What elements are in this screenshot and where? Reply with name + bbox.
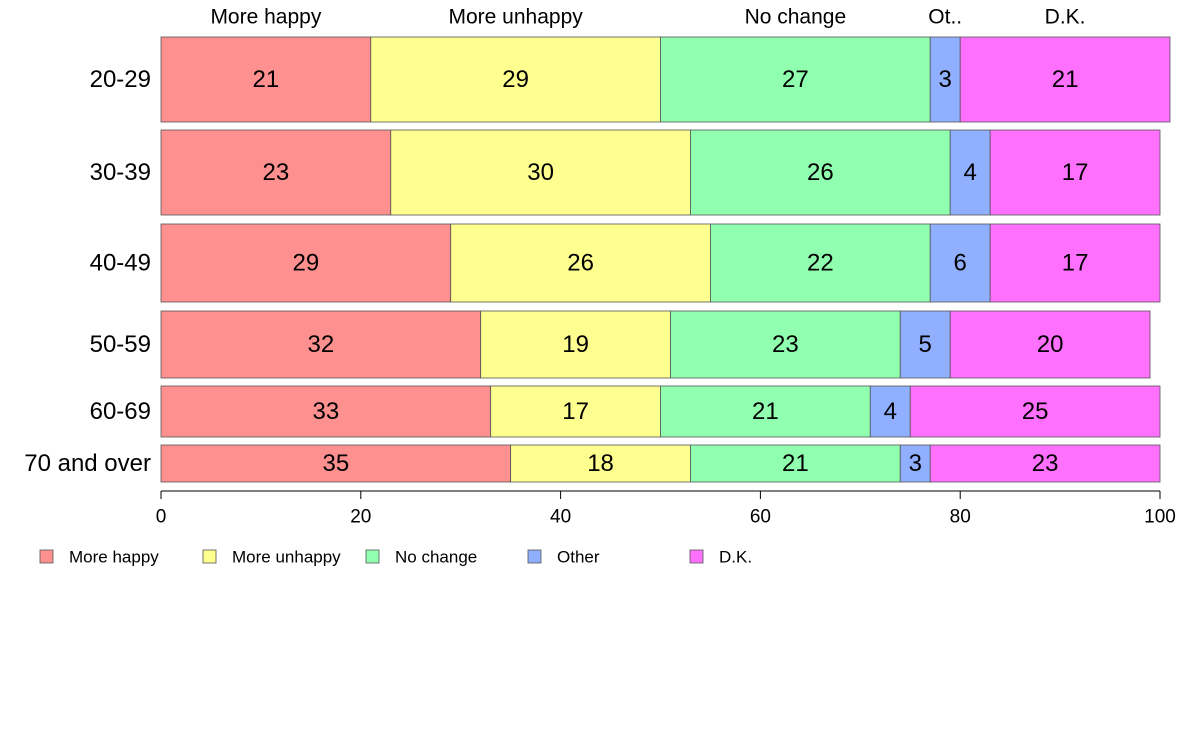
- bar-value-label: 17: [562, 398, 589, 425]
- bar-segment: [450, 223, 711, 303]
- bar-segment: [929, 223, 991, 303]
- bar-value-label: 26: [567, 250, 594, 277]
- bar-value-label: 4: [884, 398, 897, 425]
- x-axis: 0 20 40 60 80 100: [156, 490, 1176, 528]
- bar-value-label: 3: [939, 66, 952, 93]
- bar-value-label: 32: [307, 331, 334, 358]
- top-category-label: Ot..: [928, 6, 962, 29]
- y-tick-label: 50-59: [90, 331, 151, 358]
- bar-segment: [690, 129, 951, 216]
- top-category-label: D.K.: [1045, 6, 1086, 29]
- legend-swatch: [527, 549, 542, 564]
- bar-value-label: 17: [1062, 250, 1089, 277]
- bar-value-label: 21: [1052, 66, 1079, 93]
- bar-segment: [510, 444, 691, 483]
- legend: More happy More unhappy No change Other D.K.: [39, 548, 752, 567]
- bar-segment: [959, 36, 1171, 123]
- x-tick-label: 80: [950, 507, 971, 528]
- legend-label: Other: [557, 548, 600, 567]
- legend-label: More happy: [69, 548, 159, 567]
- bar-segment: [899, 444, 931, 483]
- bar-segment: [160, 36, 372, 123]
- top-category-label: No change: [745, 6, 847, 29]
- bar-value-label: 21: [253, 66, 280, 93]
- bar-segment: [660, 36, 931, 123]
- bar-value-label: 23: [1032, 450, 1059, 477]
- x-tick-label: 60: [750, 507, 771, 528]
- bar-segment: [899, 310, 951, 379]
- y-tick-label: 20-29: [90, 66, 151, 93]
- legend-label: No change: [395, 548, 477, 567]
- bar-value-label: 30: [527, 159, 554, 186]
- top-category-label: More unhappy: [449, 6, 584, 29]
- bar-value-label: 4: [964, 159, 977, 186]
- bar-segment: [670, 310, 901, 379]
- legend-swatch: [202, 549, 217, 564]
- y-tick-label: 40-49: [90, 250, 151, 277]
- bar-value-label: 23: [772, 331, 799, 358]
- bar-segment: [909, 385, 1161, 438]
- bar-value-label: 33: [312, 398, 339, 425]
- bar-value-label: 21: [782, 450, 809, 477]
- bar-segment: [929, 444, 1161, 483]
- legend-swatch: [39, 549, 54, 564]
- bar-segment: [160, 129, 392, 216]
- bar-value-label: 18: [587, 450, 614, 477]
- bar-segment: [160, 385, 492, 438]
- bar-value-label: 29: [293, 250, 320, 277]
- legend-label: D.K.: [719, 548, 752, 567]
- bar-segment: [490, 385, 661, 438]
- bar-segment: [710, 223, 931, 303]
- bar-value-label: 6: [954, 250, 967, 277]
- top-category-label: More happy: [210, 6, 321, 29]
- bar-value-label: 27: [782, 66, 809, 93]
- bar-value-label: 21: [752, 398, 779, 425]
- bars: 21 29 27 3 21 23 30 26 4 17 29 26 22 6 17 32 19 23 5 20 33 17…: [160, 36, 1171, 483]
- bar-segment: [660, 385, 871, 438]
- bar-value-label: 23: [263, 159, 290, 186]
- y-tick-label: 30-39: [90, 159, 151, 186]
- x-tick-label: 100: [1144, 507, 1176, 528]
- top-category-labels: More happy More unhappy No change Ot.. D.K.: [210, 6, 1085, 29]
- legend-label: More unhappy: [232, 548, 341, 567]
- bar-value-label: 25: [1022, 398, 1049, 425]
- bar-segment: [480, 310, 671, 379]
- bar-value-label: 20: [1037, 331, 1064, 358]
- y-axis-labels: 20-29 30-39 40-49 50-59 60-69 70 and over: [24, 66, 151, 477]
- x-tick-label: 0: [156, 507, 167, 528]
- bar-value-label: 17: [1062, 159, 1089, 186]
- bar-value-label: 5: [919, 331, 932, 358]
- bar-value-label: 19: [562, 331, 589, 358]
- bar-segment: [949, 310, 1151, 379]
- y-tick-label: 70 and over: [24, 450, 151, 477]
- bar-segment: [390, 129, 691, 216]
- bar-value-label: 29: [502, 66, 529, 93]
- x-tick-label: 20: [350, 507, 371, 528]
- y-tick-label: 60-69: [90, 398, 151, 425]
- bar-value-label: 26: [807, 159, 834, 186]
- bar-value-label: 35: [322, 450, 349, 477]
- legend-swatch: [365, 549, 380, 564]
- bar-segment: [370, 36, 661, 123]
- x-tick-label: 40: [550, 507, 571, 528]
- bar-segment: [160, 310, 482, 379]
- bar-segment: [989, 223, 1161, 303]
- bar-segment: [989, 129, 1161, 216]
- bar-segment: [690, 444, 901, 483]
- bar-value-label: 3: [909, 450, 922, 477]
- legend-swatch: [689, 549, 704, 564]
- bar-segment: [949, 129, 991, 216]
- bar-value-label: 22: [807, 250, 834, 277]
